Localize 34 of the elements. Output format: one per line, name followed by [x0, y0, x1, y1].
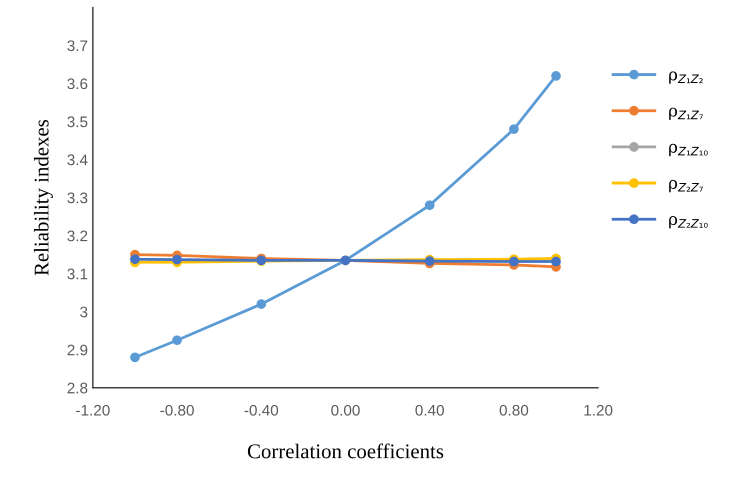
x-tick-label: 0.80 [500, 404, 528, 416]
x-tick-label: 0.40 [415, 404, 444, 416]
y-tick-label: 3.4 [67, 154, 88, 166]
legend-label: ρ$_{Z₁Z₇}$ [669, 108, 703, 120]
point [130, 352, 140, 362]
point [551, 256, 561, 266]
y-tick-label: 3.1 [67, 268, 88, 280]
y-tick-label: 3.2 [67, 230, 88, 242]
x-tick-label: -0.80 [160, 404, 194, 416]
x-axis-title: Correlation coefficients [248, 443, 444, 458]
y-tick-label: 3.6 [67, 78, 88, 90]
y-tick-label: 3.3 [67, 192, 88, 204]
x-tick-label: -1.20 [76, 404, 110, 416]
y-tick-label: 3.7 [67, 40, 88, 52]
y-axis-title: Reliability indexes [34, 120, 53, 276]
y-tick-label: 2.9 [68, 344, 88, 356]
point [551, 71, 561, 81]
point [256, 299, 266, 309]
x-tick-label: 1.20 [584, 404, 612, 416]
legend-label: ρ$_{Z₁Z₁₀}$ [669, 144, 708, 156]
y-tick-label: 2.8 [68, 382, 88, 394]
x-tick-label: 0.00 [331, 404, 360, 416]
point [424, 200, 435, 210]
legend-label: ρ$_{Z₁Z₂}$ [669, 71, 703, 84]
point [509, 256, 519, 266]
legend-label: ρ$_{Z₂Z₁₀}$ [669, 216, 708, 228]
point [509, 124, 519, 134]
point [172, 335, 182, 346]
x-tick-label: -0.40 [244, 404, 278, 416]
point [130, 254, 140, 264]
y-tick-label: 3.5 [67, 116, 88, 128]
point [172, 254, 182, 264]
legend-label: ρ$_{Z₂Z₇}$ [669, 180, 703, 192]
y-tick-label: 3 [80, 306, 88, 318]
